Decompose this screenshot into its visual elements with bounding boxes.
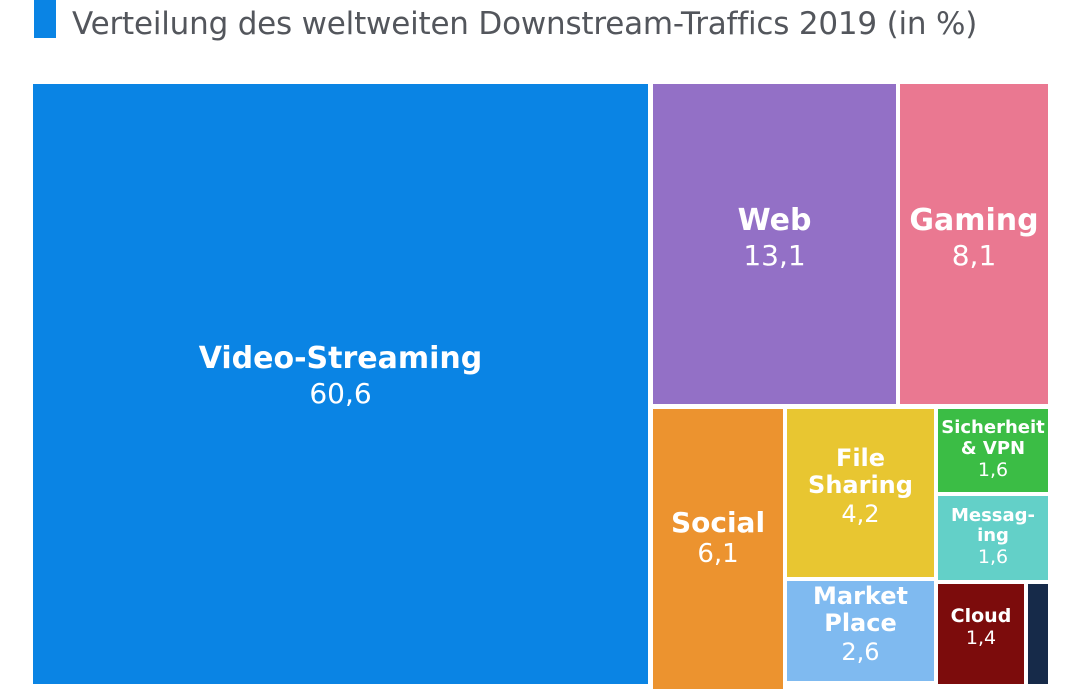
- tile-market-place: Market Place 2,6: [787, 581, 934, 681]
- treemap-chart: Video-Streaming 60,6 Web 13,1 Gaming 8,1 Socia…: [33, 84, 1048, 689]
- tile-value-file-sharing: 4,2: [841, 499, 880, 528]
- tile-label-social: Social: [670, 506, 766, 539]
- title-accent-bar: [34, 0, 56, 38]
- chart-title: Verteilung des weltweiten Downstream-Tra…: [72, 6, 978, 42]
- tile-label-file-sharing: File Sharing: [808, 444, 913, 499]
- tile-value-social: 6,1: [697, 539, 739, 570]
- tile-value-messaging: 1,6: [977, 546, 1009, 569]
- tile-value-market-place: 2,6: [841, 637, 880, 666]
- tile-label-cloud: Cloud: [950, 605, 1012, 627]
- tile-value-video-streaming: 60,6: [309, 376, 372, 410]
- tile-social: Social 6,1: [653, 409, 783, 689]
- tile-web: Web 13,1: [653, 84, 896, 404]
- tile-value-sicherheit-vpn: 1,6: [977, 458, 1009, 481]
- tile-label-gaming: Gaming: [909, 203, 1039, 238]
- tile-value-web: 13,1: [743, 238, 806, 272]
- tile-label-sicherheit-vpn: Sicherheit & VPN: [941, 417, 1045, 459]
- tile-sicherheit-vpn: Sicherheit & VPN 1,6: [938, 409, 1048, 492]
- tile-label-market-place: Market Place: [813, 582, 908, 637]
- tile-other-dark: [1028, 584, 1048, 684]
- tile-label-messaging: Messag-ing: [950, 504, 1036, 547]
- tile-video-streaming: Video-Streaming 60,6: [33, 84, 648, 684]
- tile-label-video-streaming: Video-Streaming: [198, 341, 483, 376]
- tile-cloud: Cloud 1,4: [938, 584, 1024, 684]
- tile-label-web: Web: [737, 203, 812, 238]
- tile-file-sharing: File Sharing 4,2: [787, 409, 934, 577]
- tile-value-gaming: 8,1: [951, 238, 997, 272]
- tile-messaging: Messag-ing 1,6: [938, 496, 1048, 580]
- tile-gaming: Gaming 8,1: [900, 84, 1048, 404]
- tile-value-cloud: 1,4: [965, 627, 997, 650]
